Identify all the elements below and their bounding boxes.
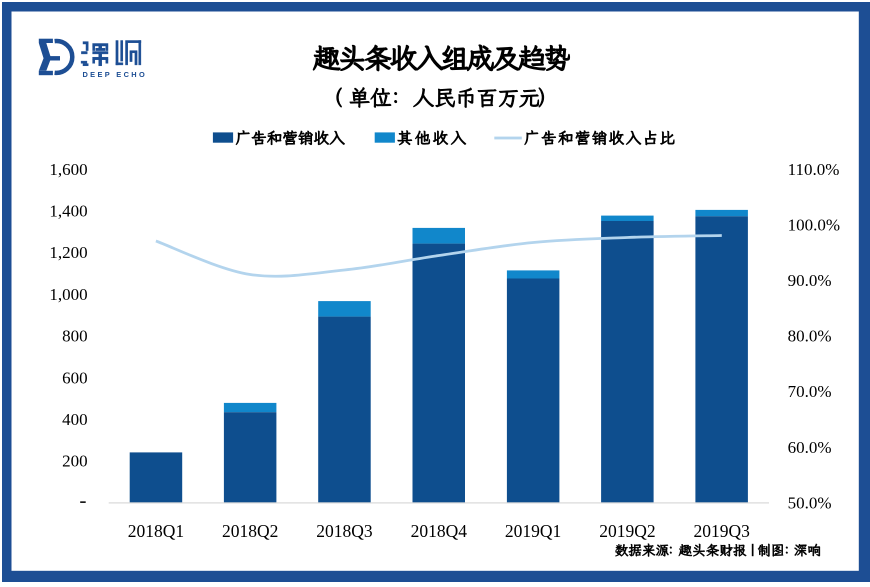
svg-text:2019Q2: 2019Q2 — [599, 521, 655, 541]
svg-text:2018Q3: 2018Q3 — [316, 521, 373, 541]
svg-text:2019Q3: 2019Q3 — [694, 521, 751, 541]
svg-text:1,600: 1,600 — [49, 160, 87, 179]
svg-text:2018Q2: 2018Q2 — [222, 521, 278, 541]
svg-text:60.0%: 60.0% — [788, 438, 832, 457]
svg-text:DEEP ECHO: DEEP ECHO — [83, 70, 148, 79]
svg-text:80.0%: 80.0% — [788, 327, 832, 346]
svg-text:1,400: 1,400 — [49, 202, 87, 221]
svg-text:2018Q1: 2018Q1 — [128, 521, 184, 541]
svg-text:100.0%: 100.0% — [788, 216, 840, 235]
svg-text:2018Q4: 2018Q4 — [411, 521, 468, 541]
svg-text:200: 200 — [62, 452, 88, 471]
svg-text:1,200: 1,200 — [49, 243, 87, 262]
svg-text:1,000: 1,000 — [49, 285, 87, 304]
svg-text:2019Q1: 2019Q1 — [505, 521, 561, 541]
svg-text:110.0%: 110.0% — [788, 160, 840, 179]
svg-text:400: 400 — [62, 410, 88, 429]
svg-text:50.0%: 50.0% — [788, 493, 832, 512]
svg-text:90.0%: 90.0% — [788, 271, 832, 290]
svg-text:70.0%: 70.0% — [788, 382, 832, 401]
svg-text:600: 600 — [62, 368, 88, 387]
svg-text:800: 800 — [62, 327, 88, 346]
